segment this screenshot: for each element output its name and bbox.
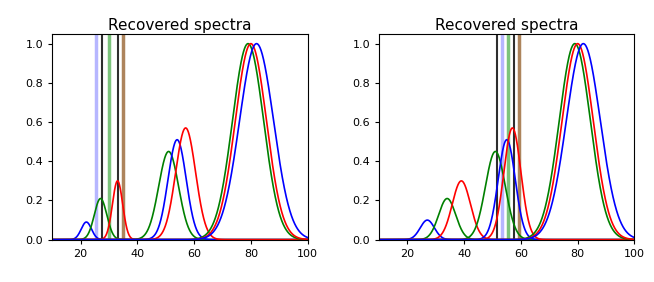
Title: Recovered spectra: Recovered spectra <box>435 18 579 33</box>
Title: Recovered spectra: Recovered spectra <box>108 18 252 33</box>
